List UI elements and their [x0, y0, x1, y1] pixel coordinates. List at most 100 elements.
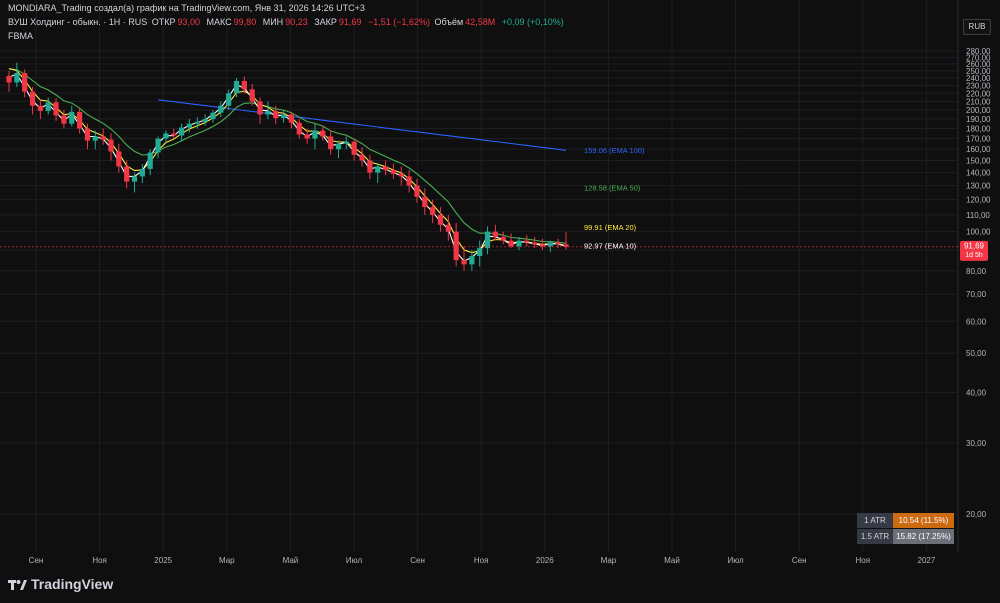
time-axis-label: Мар	[219, 556, 235, 565]
ema-label: 99.91 (EMA 20)	[584, 223, 637, 232]
price-axis-label: 30,00	[966, 439, 987, 448]
candle-body	[335, 143, 342, 150]
time-axis-label: Сен	[792, 556, 807, 565]
candle-body	[186, 123, 193, 128]
time-axis-label: Ноя	[92, 556, 107, 565]
candle-body	[29, 91, 36, 106]
candle-body	[398, 173, 404, 177]
ema-line	[158, 99, 567, 151]
atr-row-1: 1 ATR 10.54 (11.5%)	[857, 513, 954, 528]
candle-body	[563, 244, 569, 247]
candle-body	[265, 110, 271, 115]
low-value: 90,23	[285, 17, 308, 27]
candle-body	[45, 102, 51, 111]
candle-body	[430, 207, 436, 215]
price-axis-label: 110,00	[966, 211, 990, 220]
candle-body	[147, 152, 153, 169]
time-axis-label: 2026	[536, 556, 554, 565]
brand-name: TradingView	[31, 576, 114, 592]
price-axis-label: 170,00	[966, 135, 991, 144]
last-price-tag: 91,69 1d 5h	[960, 240, 988, 261]
ema-line	[8, 67, 567, 254]
candle-body	[210, 112, 216, 120]
candle-body	[233, 80, 240, 94]
price-axis-label: 220,00	[966, 89, 991, 98]
symbol-name[interactable]: ВУШ Холдинг - обыкн. · 1Н · RUS	[8, 17, 148, 27]
close-value: 91,69	[338, 17, 362, 27]
tradingview-brand[interactable]: TradingView	[8, 576, 113, 592]
candle-body	[328, 136, 334, 150]
time-axis-label: 2027	[918, 556, 936, 565]
candle-body	[178, 127, 185, 136]
ohlc-legend[interactable]: ВУШ Холдинг - обыкн. · 1Н · RUS ОТКР 93,0…	[8, 17, 566, 27]
candle-body	[171, 133, 177, 136]
candle-body	[312, 130, 318, 139]
price-axis-label: 230,00	[966, 82, 991, 91]
price-axis-label: 150,00	[966, 157, 991, 166]
price-axis-label: 210,00	[966, 97, 991, 106]
ema-label: 128.58 (EMA 50)	[584, 184, 641, 193]
currency-button[interactable]: RUB	[963, 19, 991, 35]
candle-body	[351, 141, 357, 155]
candle-body	[108, 139, 114, 152]
candle-body	[437, 214, 444, 225]
time-axis-label: 2025	[154, 556, 172, 565]
volume-label: Объём	[434, 17, 464, 27]
time-axis[interactable]: Сен Ноя 2025 Мар Май Июл Сен Ноя 2026 Мар Май Июл Се…	[29, 556, 936, 565]
open-value: 93,00	[177, 17, 200, 27]
candle-body	[484, 231, 491, 249]
candle-body	[116, 151, 122, 167]
candle-body	[532, 242, 538, 245]
candle-body	[296, 122, 302, 135]
candle-body	[131, 176, 138, 182]
atr-table: 1 ATR 10.54 (11.5%) 1.5 ATR 15.82 (17.25…	[857, 513, 954, 545]
chart-header: MONDIARA_Trading создал(а) график на Tra…	[8, 3, 566, 41]
price-tag-value: 91,69	[964, 241, 985, 250]
indicator-legend[interactable]: FBMA	[8, 31, 34, 41]
candle-body	[226, 93, 232, 106]
high-value: 99,80	[233, 17, 257, 27]
time-axis-label: Сен	[410, 556, 425, 565]
price-axis-label: 100,00	[966, 228, 991, 237]
time-axis-label: Ноя	[474, 556, 489, 565]
price-axis-label: 120,00	[966, 196, 991, 205]
candle-body	[84, 128, 91, 141]
candle-body	[320, 130, 326, 137]
time-axis-label: Мар	[601, 556, 617, 565]
tradingview-logo-icon	[8, 580, 27, 590]
candle-body	[194, 121, 200, 124]
candle-body	[516, 240, 522, 247]
time-axis-label: Май	[664, 556, 680, 565]
candle-body	[280, 114, 287, 119]
candle-body	[382, 166, 389, 171]
candle-body	[359, 154, 365, 161]
price-axis-label: 40,00	[966, 388, 987, 397]
price-axis-label: 70,00	[966, 290, 987, 299]
time-axis-label: Июл	[346, 556, 363, 565]
candle-body	[555, 242, 561, 245]
price-axis-label: 130,00	[966, 182, 991, 191]
candle-body	[22, 73, 28, 92]
price-axis-label: 270,00	[966, 53, 991, 62]
candle-body	[453, 231, 459, 261]
atr-label: 1 ATR	[857, 513, 893, 528]
candle-body	[218, 105, 224, 113]
price-axis-label: 280,00	[966, 47, 991, 56]
candle-body	[547, 242, 553, 247]
price-axis-label: 140,00	[966, 169, 991, 178]
candle-body	[367, 160, 373, 173]
candle-body	[524, 240, 530, 243]
candle-body	[124, 166, 130, 182]
candle-body	[77, 111, 83, 129]
candle-body	[508, 240, 514, 247]
candle-body	[492, 231, 498, 237]
candle-body	[477, 248, 483, 257]
candle-body	[375, 166, 381, 173]
candle-body	[288, 114, 295, 123]
atr-value: 10.54 (11.5%)	[893, 513, 954, 528]
candle-body	[257, 101, 263, 115]
atr-value: 15.82 (17.25%)	[893, 529, 954, 544]
price-axis-label: 240,00	[966, 74, 991, 83]
